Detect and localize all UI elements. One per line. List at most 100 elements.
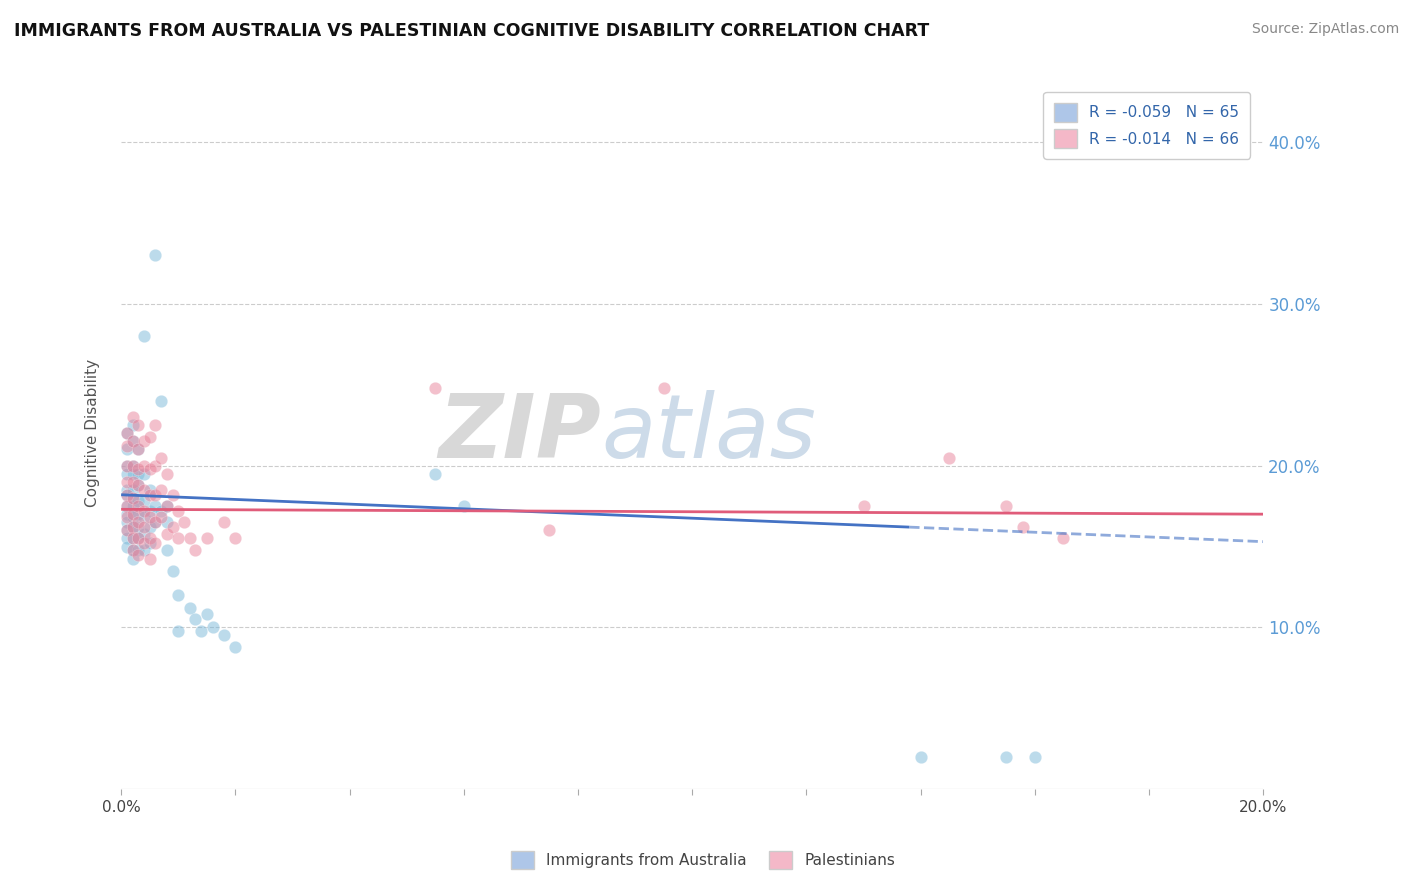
Point	[156, 542, 179, 557]
Point	[167, 504, 190, 518]
Point	[121, 418, 143, 433]
Point	[156, 499, 179, 513]
Point	[132, 467, 155, 481]
Point	[145, 248, 167, 262]
Point	[121, 483, 143, 497]
Point	[138, 462, 160, 476]
Point	[138, 520, 160, 534]
Point	[115, 532, 138, 546]
Text: atlas: atlas	[600, 391, 815, 476]
Text: ZIP: ZIP	[439, 390, 600, 477]
Point	[115, 426, 138, 441]
Point	[121, 532, 143, 546]
Point	[115, 488, 138, 502]
Point	[224, 532, 246, 546]
Point	[121, 499, 143, 513]
Point	[138, 504, 160, 518]
Point	[127, 542, 149, 557]
Point	[127, 442, 149, 457]
Point	[127, 478, 149, 492]
Point	[115, 458, 138, 473]
Point	[127, 532, 149, 546]
Point	[538, 524, 561, 538]
Point	[156, 467, 179, 481]
Point	[150, 450, 173, 465]
Point	[121, 552, 143, 566]
Point	[127, 442, 149, 457]
Point	[127, 532, 149, 546]
Point	[138, 429, 160, 443]
Point	[1012, 520, 1035, 534]
Point	[127, 507, 149, 521]
Point	[179, 601, 201, 615]
Point	[121, 532, 143, 546]
Point	[127, 520, 149, 534]
Point	[115, 467, 138, 481]
Point	[132, 329, 155, 343]
Point	[425, 467, 447, 481]
Point	[852, 499, 875, 513]
Text: Source: ZipAtlas.com: Source: ZipAtlas.com	[1251, 22, 1399, 37]
Point	[195, 532, 218, 546]
Legend: Immigrants from Australia, Palestinians: Immigrants from Australia, Palestinians	[505, 845, 901, 875]
Point	[167, 532, 190, 546]
Point	[190, 624, 212, 638]
Point	[150, 504, 173, 518]
Point	[184, 542, 207, 557]
Point	[138, 536, 160, 550]
Point	[115, 483, 138, 497]
Point	[115, 510, 138, 524]
Point	[132, 483, 155, 497]
Point	[115, 515, 138, 529]
Point	[995, 749, 1018, 764]
Point	[121, 491, 143, 505]
Point	[115, 426, 138, 441]
Point	[195, 607, 218, 622]
Point	[121, 410, 143, 425]
Point	[138, 488, 160, 502]
Point	[121, 458, 143, 473]
Point	[910, 749, 932, 764]
Point	[162, 520, 184, 534]
Point	[127, 467, 149, 481]
Point	[212, 515, 235, 529]
Point	[121, 434, 143, 449]
Point	[184, 612, 207, 626]
Point	[162, 564, 184, 578]
Point	[145, 515, 167, 529]
Point	[115, 524, 138, 538]
Point	[127, 418, 149, 433]
Point	[1024, 749, 1046, 764]
Point	[150, 393, 173, 408]
Y-axis label: Cognitive Disability: Cognitive Disability	[86, 359, 100, 508]
Point	[132, 434, 155, 449]
Point	[127, 499, 149, 513]
Point	[224, 640, 246, 654]
Point	[138, 510, 160, 524]
Legend: R = -0.059   N = 65, R = -0.014   N = 66: R = -0.059 N = 65, R = -0.014 N = 66	[1043, 92, 1250, 159]
Point	[115, 524, 138, 538]
Point	[132, 510, 155, 524]
Point	[127, 548, 149, 562]
Point	[132, 494, 155, 508]
Point	[127, 478, 149, 492]
Point	[115, 488, 138, 502]
Point	[121, 458, 143, 473]
Point	[1052, 532, 1074, 546]
Point	[938, 450, 960, 465]
Point	[156, 515, 179, 529]
Point	[132, 536, 155, 550]
Point	[138, 483, 160, 497]
Point	[145, 536, 167, 550]
Point	[127, 494, 149, 508]
Point	[121, 520, 143, 534]
Point	[156, 499, 179, 513]
Point	[121, 467, 143, 481]
Point	[121, 542, 143, 557]
Point	[127, 515, 149, 529]
Point	[138, 532, 160, 546]
Point	[145, 458, 167, 473]
Point	[132, 542, 155, 557]
Point	[145, 499, 167, 513]
Point	[132, 458, 155, 473]
